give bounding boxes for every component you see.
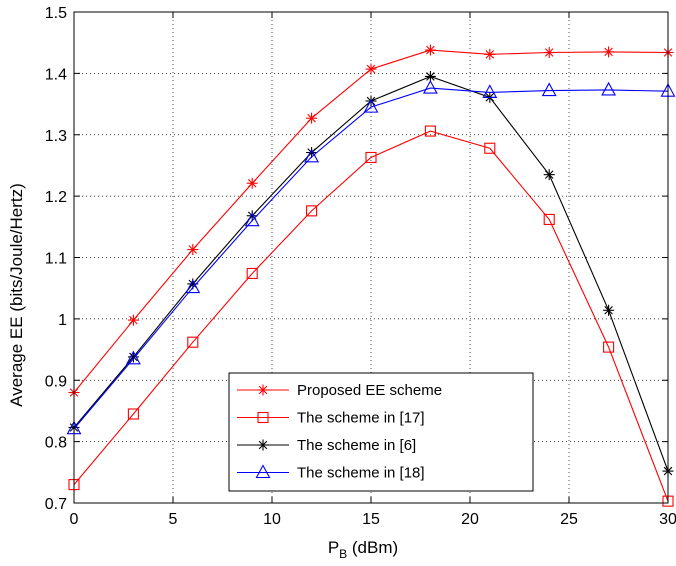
- data-point: [484, 142, 496, 154]
- data-point: [543, 169, 555, 181]
- data-point: [603, 341, 615, 353]
- x-axis-label-main: P: [328, 538, 339, 557]
- data-point: [304, 148, 320, 163]
- series-line: [73, 130, 669, 502]
- y-tick-label: 1.3: [45, 128, 67, 145]
- x-axis-label: PB (dBm): [328, 538, 398, 561]
- y-tick-label: 0.8: [45, 435, 67, 452]
- data-point: [246, 177, 258, 189]
- data-point: [246, 267, 258, 280]
- ticks: 0 5 10 15 20 25 30 0.7 0.8 0.9 1 1.1 1.2 1.3 1.4 1.5: [45, 5, 676, 528]
- data-point: [424, 125, 436, 137]
- legend-box: [228, 372, 534, 492]
- x-axis-label-unit: (dBm): [347, 538, 398, 557]
- data-point: [365, 63, 377, 75]
- data-point: [601, 81, 617, 96]
- data-point: [306, 205, 318, 217]
- legend-label: The scheme in [17]: [297, 410, 425, 427]
- y-tick-label: 0.7: [45, 496, 67, 513]
- legend-entry: The scheme in [18]: [237, 464, 425, 482]
- x-tick-label: 30: [659, 511, 676, 528]
- series-2: [68, 125, 674, 507]
- data-point: [185, 279, 201, 294]
- x-tick-label: 15: [362, 511, 380, 528]
- data-point: [125, 350, 141, 365]
- legend-entry: The scheme in [17]: [237, 410, 425, 427]
- y-tick-label: 1: [58, 312, 67, 329]
- data-point: [244, 212, 260, 227]
- y-tick-label: 1.4: [45, 66, 67, 83]
- y-tick-label: 1.2: [45, 189, 67, 206]
- y-tick-label: 1.1: [45, 251, 67, 268]
- data-point: [484, 48, 496, 60]
- data-point: [187, 244, 199, 256]
- data-point: [306, 112, 318, 124]
- legend-marker: [257, 411, 269, 424]
- legend-marker: [257, 439, 269, 451]
- legend-label: The scheme in [18]: [297, 465, 425, 482]
- x-tick-label: 5: [169, 511, 178, 528]
- legend-entry: The scheme in [6]: [237, 437, 416, 454]
- data-point: [422, 79, 438, 94]
- data-point: [543, 213, 555, 225]
- x-axis-label-subscript: B: [339, 547, 347, 561]
- x-tick-label: 25: [560, 511, 578, 528]
- legend-label: Proposed EE scheme: [297, 382, 442, 399]
- legend-marker: [257, 384, 269, 396]
- y-axis-label: Average EE (bits/Joule/Hertz): [7, 183, 26, 407]
- y-tick-label: 1.5: [45, 5, 67, 22]
- series-layer: [66, 44, 676, 507]
- legend-marker: [255, 464, 271, 479]
- legend-label: The scheme in [6]: [297, 437, 416, 454]
- data-point: [127, 351, 139, 363]
- data-point: [365, 151, 377, 164]
- legend: Proposed EE scheme The scheme in [17] The …: [228, 372, 534, 492]
- data-point: [363, 98, 379, 113]
- data-point: [603, 304, 615, 316]
- x-tick-label: 0: [70, 511, 79, 528]
- legend-entry: Proposed EE scheme: [237, 382, 442, 399]
- x-tick-label: 10: [263, 511, 281, 528]
- data-point: [127, 314, 139, 326]
- data-point: [482, 84, 498, 98]
- data-point: [603, 46, 615, 58]
- data-point: [127, 408, 139, 420]
- x-tick-label: 20: [461, 511, 479, 528]
- data-point: [187, 336, 199, 348]
- data-point: [424, 44, 436, 56]
- series-1: [68, 44, 674, 399]
- data-point: [543, 47, 555, 59]
- y-tick-label: 0.9: [45, 373, 67, 390]
- data-point: [541, 82, 557, 97]
- series-line: [73, 87, 669, 430]
